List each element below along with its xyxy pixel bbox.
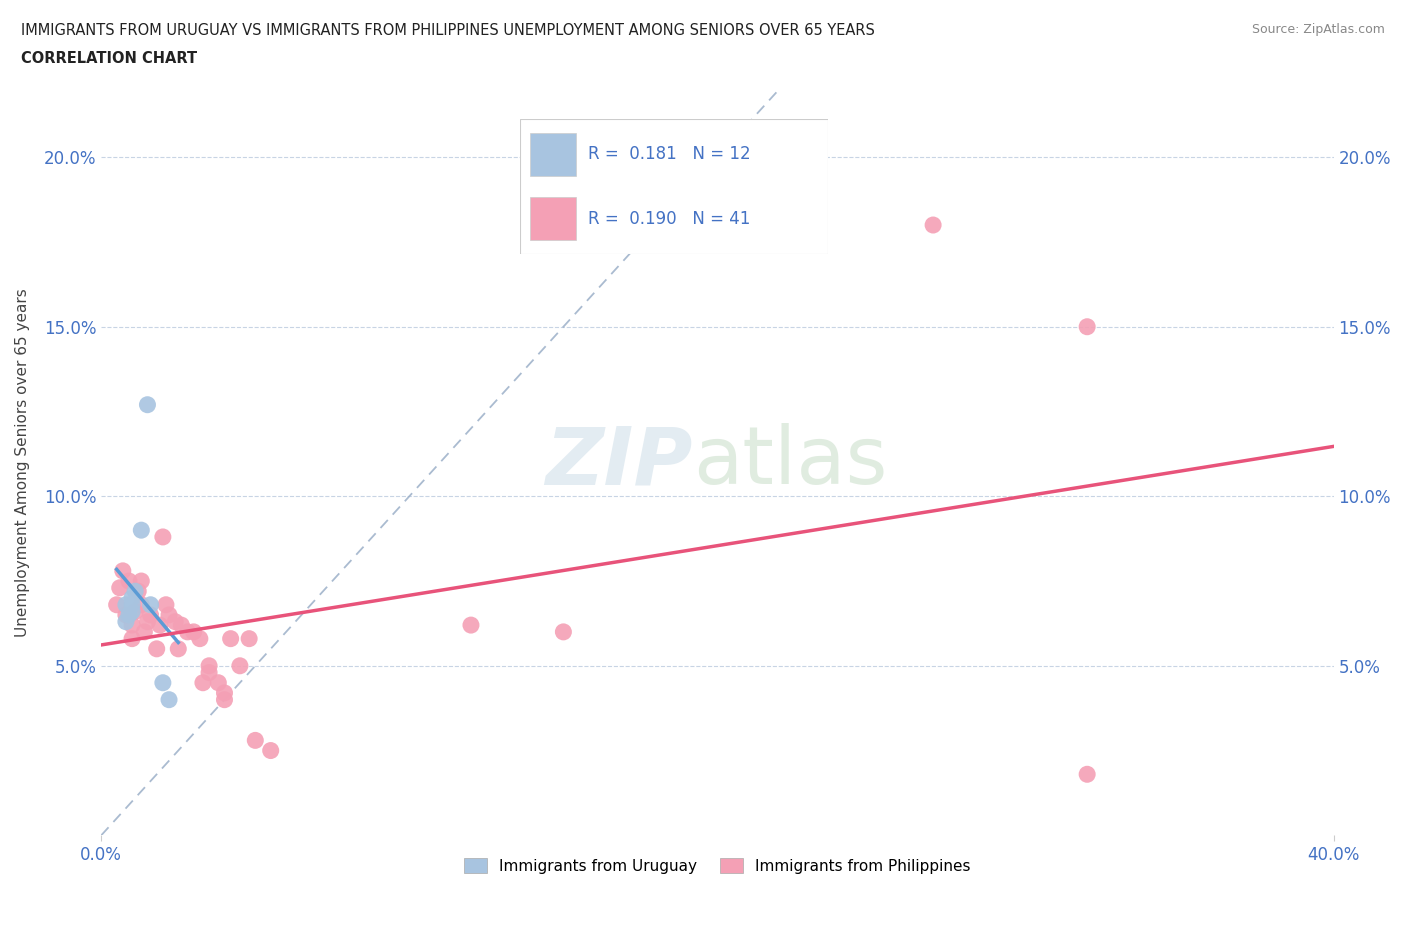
Legend: Immigrants from Uruguay, Immigrants from Philippines: Immigrants from Uruguay, Immigrants from… [458, 852, 977, 880]
Text: IMMIGRANTS FROM URUGUAY VS IMMIGRANTS FROM PHILIPPINES UNEMPLOYMENT AMONG SENIOR: IMMIGRANTS FROM URUGUAY VS IMMIGRANTS FR… [21, 23, 875, 38]
Point [136, 397, 159, 412]
Point [115, 615, 138, 630]
Point [157, 607, 180, 622]
Point [165, 615, 187, 630]
Point [229, 658, 252, 673]
Point [1076, 319, 1098, 334]
Point [121, 597, 143, 612]
Point [118, 574, 141, 589]
Point [922, 218, 945, 232]
Point [170, 618, 193, 632]
Point [1076, 767, 1098, 782]
Point [121, 618, 143, 632]
Text: CORRELATION CHART: CORRELATION CHART [21, 51, 197, 66]
Point [460, 618, 482, 632]
Point [115, 597, 138, 612]
Point [214, 685, 236, 700]
Point [124, 604, 146, 619]
Point [176, 624, 198, 639]
Point [145, 642, 167, 657]
Point [238, 631, 260, 646]
Point [124, 584, 146, 599]
Point [183, 624, 205, 639]
Point [198, 658, 221, 673]
Point [139, 607, 162, 622]
Point [191, 675, 214, 690]
Point [157, 692, 180, 707]
Point [121, 604, 143, 619]
Point [129, 523, 152, 538]
Y-axis label: Unemployment Among Seniors over 65 years: Unemployment Among Seniors over 65 years [15, 288, 30, 637]
Point [152, 529, 174, 544]
Point [115, 607, 138, 622]
Point [118, 607, 141, 622]
Point [149, 618, 172, 632]
Point [214, 692, 236, 707]
Point [127, 584, 149, 599]
Point [207, 675, 229, 690]
Point [155, 597, 177, 612]
Point [152, 675, 174, 690]
Point [121, 591, 143, 605]
Point [108, 580, 131, 595]
Text: ZIP: ZIP [546, 423, 693, 501]
Text: atlas: atlas [693, 423, 887, 501]
Point [139, 597, 162, 612]
Point [136, 615, 159, 630]
Point [260, 743, 283, 758]
Point [134, 624, 156, 639]
Point [129, 574, 152, 589]
Point [121, 631, 143, 646]
Point [105, 597, 128, 612]
Point [553, 624, 575, 639]
Point [111, 564, 134, 578]
Point [167, 642, 190, 657]
Point [219, 631, 242, 646]
Point [198, 665, 221, 680]
Point [245, 733, 267, 748]
Point [188, 631, 211, 646]
Text: Source: ZipAtlas.com: Source: ZipAtlas.com [1251, 23, 1385, 36]
Point [129, 597, 152, 612]
